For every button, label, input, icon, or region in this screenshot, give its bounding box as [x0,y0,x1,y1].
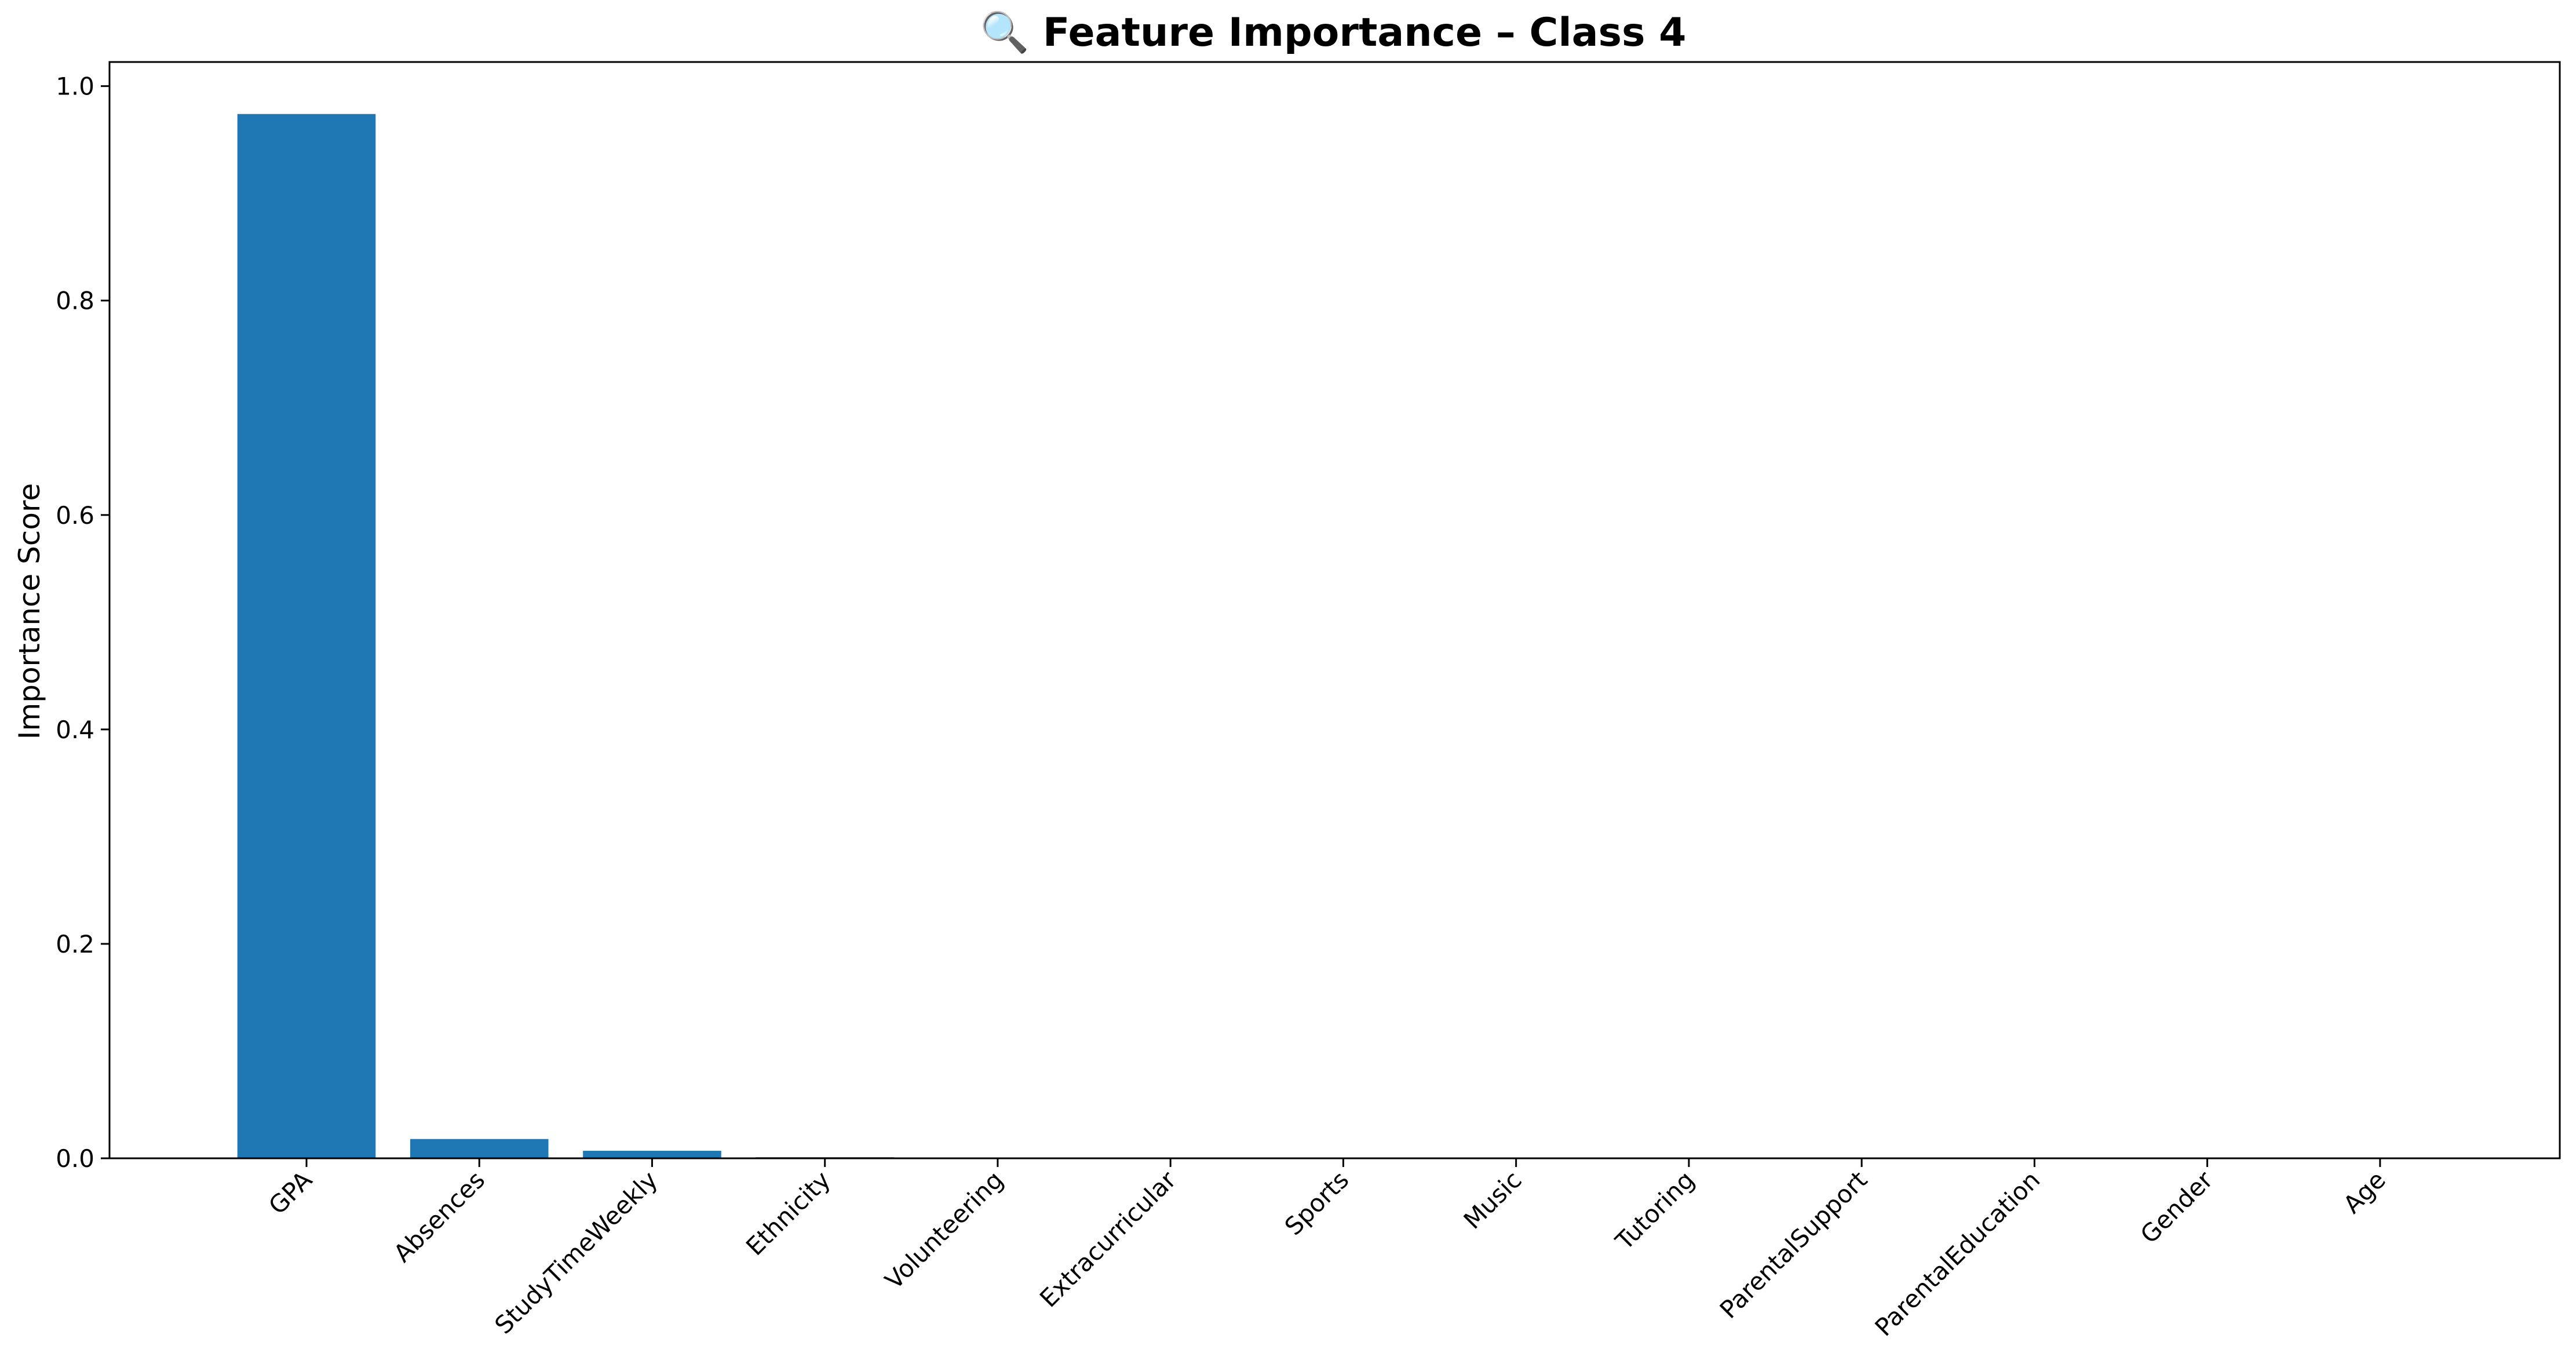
y-tick-label: 0.2 [56,930,94,958]
x-tick-label: Gender [2135,1165,2219,1249]
y-tick-label: 0.6 [56,501,94,530]
x-tick-label: Extracurricular [1034,1165,1182,1313]
x-tick-label: Sports [1279,1165,1355,1241]
x-tick-label: ParentalEducation [1869,1165,2045,1341]
plot-frame [108,61,2561,1159]
x-tick-label: Volunteering [880,1165,1009,1294]
y-tick-label: 0.4 [56,716,94,744]
y-tick-label: 0.0 [56,1144,94,1173]
x-tick-label: ParentalSupport [1714,1165,1873,1324]
bar-gpa [237,114,376,1158]
x-tick-label: Absences [388,1165,490,1267]
bar-group [237,114,894,1158]
x-tick-label: Ethnicity [740,1165,836,1261]
x-tick-label: Tutoring [1610,1165,1700,1256]
y-axis: 0.0 0.2 0.4 0.6 0.8 1.0 [56,72,110,1173]
x-tick-label: Music [1458,1165,1527,1234]
bar-absences [410,1139,549,1158]
x-tick-label: Age [2338,1165,2391,1219]
x-tick-label: GPA [263,1165,318,1220]
y-tick-label: 1.0 [56,72,94,101]
y-axis-label: Importance Score [13,483,46,739]
chart-title: 🔍 Feature Importance – Class 4 [980,8,1687,56]
y-tick-label: 0.8 [56,287,94,315]
bar-studytimeweekly [583,1151,721,1158]
x-tick-label: StudyTimeWeekly [489,1165,663,1339]
